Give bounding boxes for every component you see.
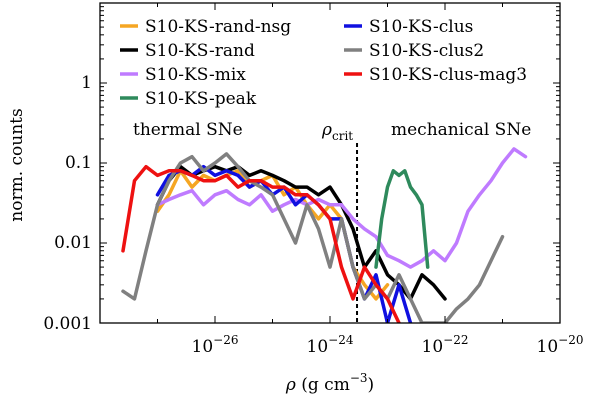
series-group <box>121 147 528 323</box>
legend-label-clus: S10-KS-clus <box>369 17 473 37</box>
legend-label-rand: S10-KS-rand <box>145 41 255 61</box>
thermal-sne-label: thermal SNe <box>133 120 243 140</box>
x-tick-label-1e-26: 10−26 <box>192 333 239 357</box>
y-tick-label-0.01: 0.01 <box>54 233 92 253</box>
x-tick-label-1e-24: 10−24 <box>307 333 354 357</box>
tick-group <box>99 2 561 324</box>
series-line-s10-ks-clus2 <box>121 152 505 323</box>
y-tick-label-0.001: 0.001 <box>43 314 92 334</box>
x-axis-label: ρ (g cm−3) <box>285 371 374 395</box>
legend-label-clus-mag3: S10-KS-clus-mag3 <box>369 65 527 85</box>
legend: S10-KS-rand-nsg S10-KS-rand S10-KS-mix S… <box>120 17 527 109</box>
y-tick-label-0.1: 0.1 <box>65 153 92 173</box>
legend-label-mix: S10-KS-mix <box>145 65 246 85</box>
series-line-s10-ks-mix <box>155 147 528 269</box>
series-line-s10-ks-clus-mag3 <box>121 164 401 323</box>
series-line-s10-ks-peak <box>374 169 430 269</box>
x-tick-label-1e-20: 10−20 <box>537 333 584 357</box>
legend-label-peak: S10-KS-peak <box>145 89 257 109</box>
series-line-s10-ks-clus <box>155 164 413 323</box>
mechanical-sne-label: mechanical SNe <box>391 120 531 140</box>
y-tick-label-1: 1 <box>81 73 92 93</box>
legend-label-rand-nsg: S10-KS-rand-nsg <box>145 17 291 37</box>
y-axis-label: norm. counts <box>7 108 27 221</box>
rho-crit-label: ρcrit <box>321 120 353 143</box>
legend-label-clus2: S10-KS-clus2 <box>369 41 484 61</box>
x-tick-label-1e-22: 10−22 <box>422 333 469 357</box>
